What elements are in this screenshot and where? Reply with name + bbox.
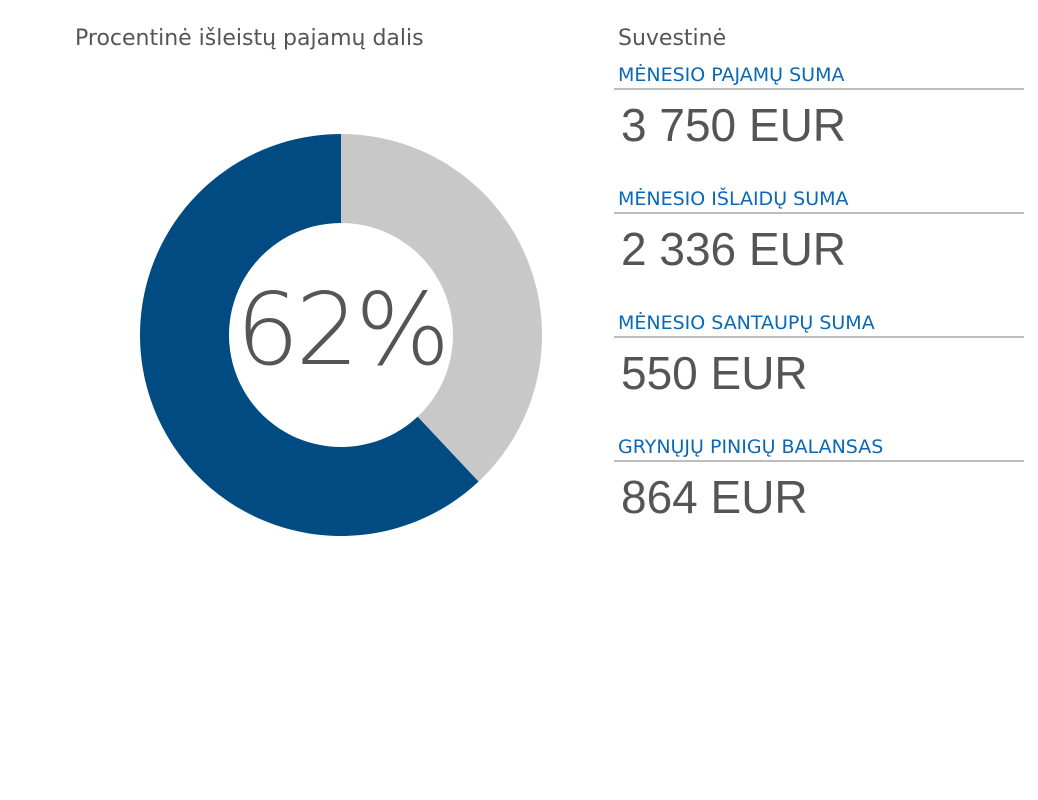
donut-slice-0 bbox=[140, 134, 479, 536]
summary-title: Suvestinė bbox=[618, 26, 727, 51]
summary-value: 864 EUR bbox=[621, 471, 808, 523]
summary-item-income: MĖNESIO PAJAMŲ SUMA 3 750 EUR bbox=[614, 62, 1024, 160]
summary-value: 3 750 EUR bbox=[621, 99, 847, 151]
center-percentage-label: 62% bbox=[235, 271, 450, 388]
chart-title: Procentinė išleistų pajamų dalis bbox=[75, 26, 424, 51]
summary-value: 550 EUR bbox=[621, 347, 808, 399]
summary-label: MĖNESIO SANTAUPŲ SUMA bbox=[614, 310, 1024, 338]
summary-label: MĖNESIO PAJAMŲ SUMA bbox=[614, 62, 1024, 90]
summary-label: GRYNŲJŲ PINIGŲ BALANSAS bbox=[614, 434, 1024, 462]
summary-item-savings: MĖNESIO SANTAUPŲ SUMA 550 EUR bbox=[614, 310, 1024, 408]
summary-value: 2 336 EUR bbox=[621, 223, 847, 275]
donut-chart bbox=[140, 133, 543, 536]
summary-item-cash-balance: GRYNŲJŲ PINIGŲ BALANSAS 864 EUR bbox=[614, 434, 1024, 532]
summary-label: MĖNESIO IŠLAIDŲ SUMA bbox=[614, 186, 1024, 214]
summary-item-expenses: MĖNESIO IŠLAIDŲ SUMA 2 336 EUR bbox=[614, 186, 1024, 284]
donut-slice-1 bbox=[341, 133, 543, 482]
